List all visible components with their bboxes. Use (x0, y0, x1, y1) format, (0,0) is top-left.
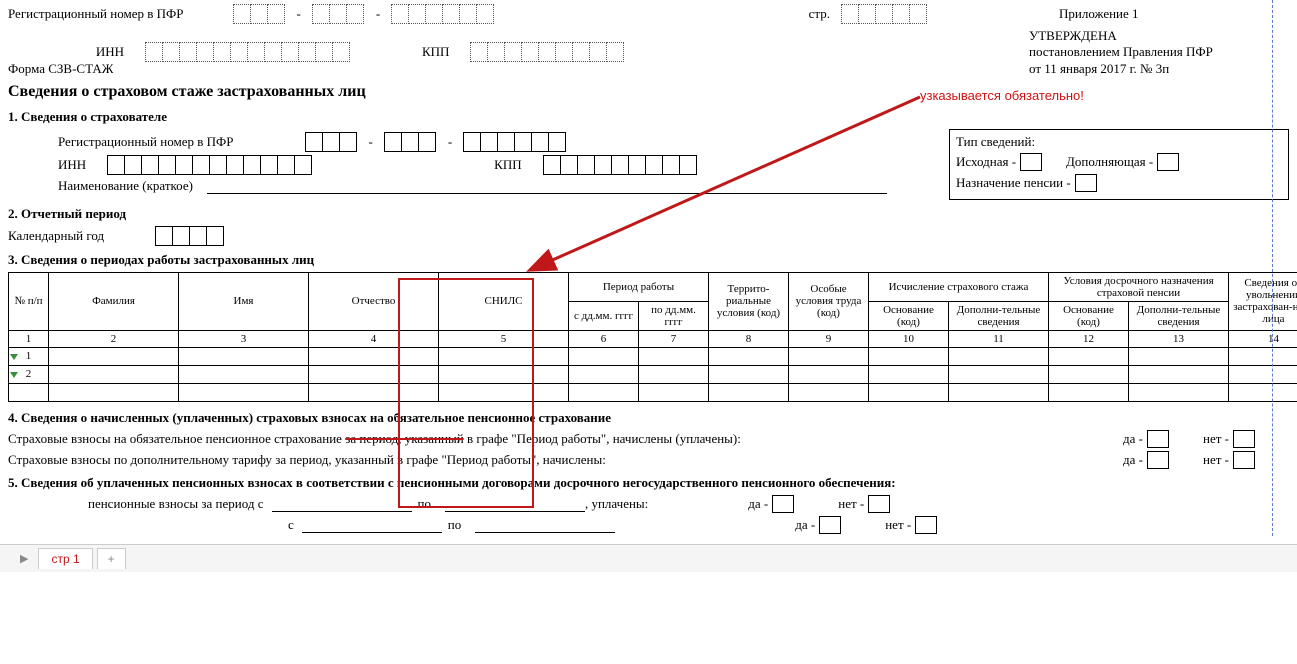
section-3-heading: 3. Сведения о периодах работы застрахова… (8, 252, 1289, 268)
table-row: 1 (9, 347, 1297, 365)
kpp-label: КПП (422, 44, 449, 60)
s5-no-2[interactable] (915, 516, 937, 534)
col-number-row: 12 34 56 78 910 1112 1314 (9, 330, 1297, 347)
chk-initial[interactable] (1020, 153, 1042, 171)
s4-yes-2[interactable] (1147, 451, 1169, 469)
appendix-label: Приложение 1 (1059, 6, 1289, 22)
section-5-heading: 5. Сведения об уплаченных пенсионных взн… (8, 475, 1289, 491)
callout-text: узказывается обязательно! (920, 88, 1084, 103)
header-row-1: Регистрационный номер в ПФР - - стр. При… (8, 4, 1289, 24)
s5-yes-2[interactable] (819, 516, 841, 534)
section-4-heading: 4. Сведения о начисленных (уплаченных) с… (8, 410, 1289, 426)
section-1-heading: 1. Сведения о страхователе (8, 109, 1289, 125)
name-line (207, 178, 887, 194)
s1-reg-label: Регистрационный номер в ПФР (58, 134, 234, 150)
section-2-heading: 2. Отчетный период (8, 206, 1289, 222)
page-boxes (842, 4, 927, 24)
s1-kpp-label: КПП (494, 157, 521, 173)
footer-tabs: ▶ стр 1 + (0, 544, 1297, 572)
s1-inn-label: ИНН (58, 157, 86, 173)
table-row: 2 (9, 365, 1297, 383)
reg-boxes-2 (313, 4, 364, 24)
s5-yes-1[interactable] (772, 495, 794, 513)
chevron-icon[interactable]: ▶ (20, 552, 28, 565)
s1-row-reg: Регистрационный номер в ПФР - - ИНН КПП … (8, 129, 1289, 200)
page-title: Сведения о страховом стаже застрахованны… (8, 83, 1289, 101)
year-label: Календарный год (8, 228, 104, 244)
tab-add[interactable]: + (97, 548, 126, 569)
chk-suppl[interactable] (1157, 153, 1179, 171)
tab-page-1[interactable]: стр 1 (38, 548, 92, 569)
page-divider (1272, 0, 1273, 536)
year-boxes (156, 226, 224, 246)
approval-block: УТВЕРЖДЕНА постановлением Правления ПФР … (1029, 28, 1289, 77)
kpp-boxes (471, 42, 624, 62)
s4-no-1[interactable] (1233, 430, 1255, 448)
inn-boxes (146, 42, 350, 62)
s4-no-2[interactable] (1233, 451, 1255, 469)
main-table: № п/п Фамилия Имя Отчество СНИЛС Период … (8, 272, 1297, 402)
page-label: стр. (809, 6, 830, 22)
reg-boxes-3 (392, 4, 494, 24)
chk-pension[interactable] (1075, 174, 1097, 192)
type-box: Тип сведений: Исходная - Дополняющая - Н… (949, 129, 1289, 200)
s1-name-label: Наименование (краткое) (58, 178, 193, 194)
s4-yes-1[interactable] (1147, 430, 1169, 448)
table-row (9, 383, 1297, 401)
s5-no-1[interactable] (868, 495, 890, 513)
reg-label: Регистрационный номер в ПФР (8, 6, 184, 22)
type-heading: Тип сведений: (956, 134, 1282, 150)
inn-label: ИНН (8, 44, 124, 60)
reg-boxes-1 (234, 4, 285, 24)
